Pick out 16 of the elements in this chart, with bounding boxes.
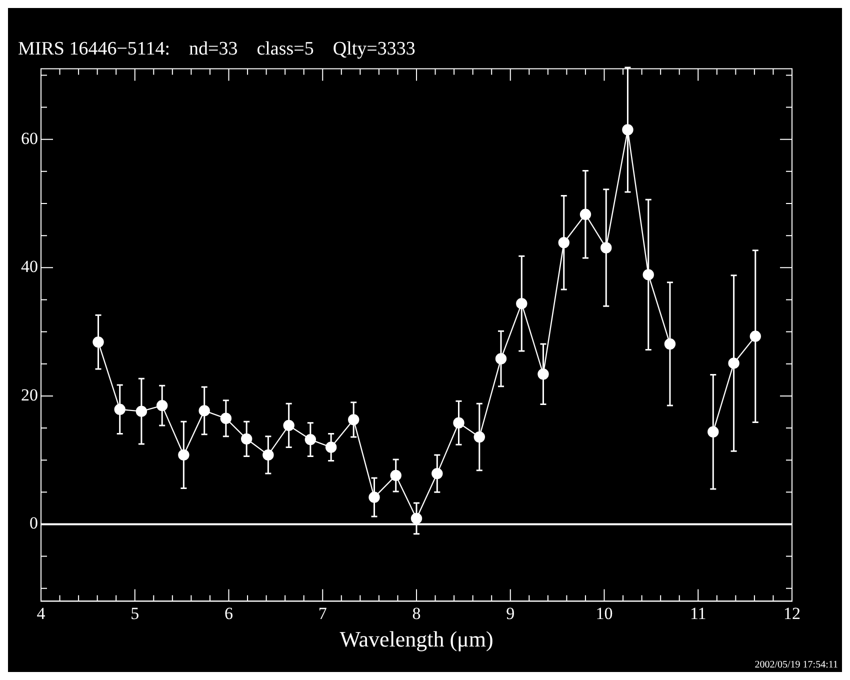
chart-title: MIRS 16446−5114: nd=33 class=5 Qlty=3333 (18, 38, 416, 60)
x-tick-label: 8 (412, 604, 421, 623)
x-tick-label: 10 (596, 604, 613, 623)
x-tick-label: 9 (506, 604, 515, 623)
x-axis-title: Wavelength (μm) (340, 626, 494, 652)
y-tick-label: 40 (21, 257, 38, 276)
x-tick-label: 7 (318, 604, 328, 623)
text: 2002/05/19 17:54:11 (754, 660, 838, 671)
y-tick-label: 0 (30, 514, 38, 533)
x-tick-label: 12 (784, 604, 800, 623)
x-tick-label: 4 (36, 604, 46, 623)
x-tick-label: 11 (690, 604, 706, 623)
y-tick-label: 60 (21, 128, 38, 148)
x-tick-label: 6 (224, 604, 233, 623)
y-tick-label: 20 (21, 385, 38, 404)
x-tick-label: 5 (130, 604, 140, 623)
